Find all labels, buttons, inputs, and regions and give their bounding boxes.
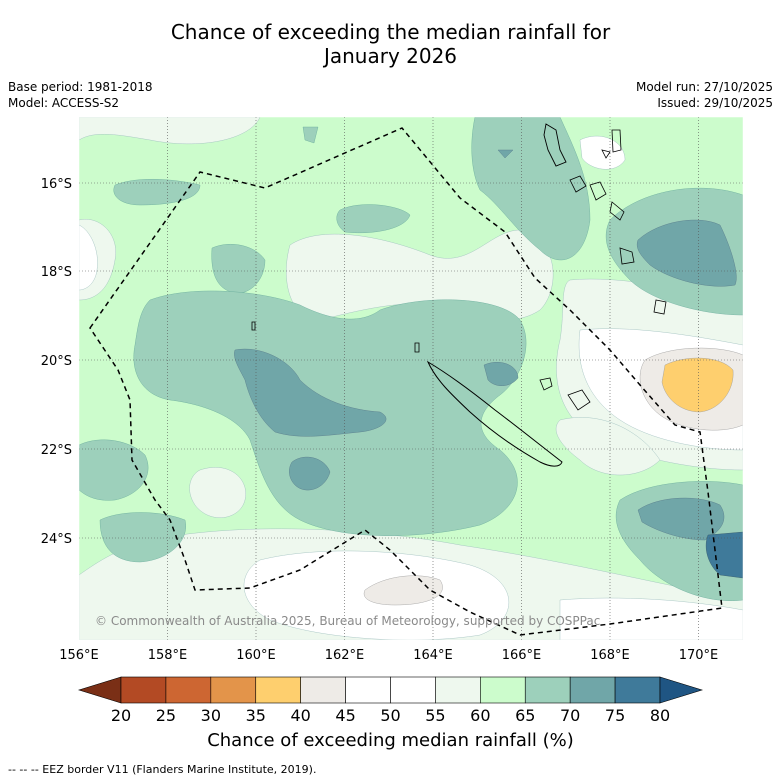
rain-zone-70-75 [234, 348, 387, 437]
rain-zone-70-75 [637, 219, 737, 287]
colorbar: 20 25 30 35 40 45 50 55 60 65 70 75 80 [77, 676, 704, 725]
latitude-labels: 16°S 18°S 20°S 22°S 24°S [41, 177, 72, 547]
colorbar-segment [300, 676, 346, 704]
coastline-vanuatu [569, 175, 587, 193]
colorbar-title: Chance of exceeding median rainfall (%) [207, 730, 574, 751]
rain-zone-65-70 [113, 179, 201, 206]
rain-zone-55-60 [189, 467, 246, 518]
title-line-1: Chance of exceeding the median rainfall … [170, 20, 611, 44]
base-period: Base period: 1981-2018 [8, 80, 153, 94]
lon-label: 156°E [59, 648, 99, 663]
lat-label: 22°S [41, 443, 72, 458]
lat-label: 16°S [41, 177, 72, 192]
rain-zone-70-75 [289, 456, 331, 491]
colorbar-segment [614, 676, 661, 704]
rain-zone-55-60 [555, 417, 661, 476]
lon-label: 160°E [236, 648, 276, 663]
colorbar-segment [480, 676, 526, 704]
colorbar-tick-label: 70 [560, 706, 580, 725]
coastline-vanuatu [611, 129, 622, 153]
colorbar-tick-label: 45 [335, 706, 355, 725]
colorbar-extend-high [659, 676, 704, 704]
colorbar-segment [165, 676, 212, 704]
graticule [79, 117, 743, 640]
coastline-new-caledonia [426, 360, 563, 467]
lon-label: 162°E [325, 648, 365, 663]
colorbar-tick-label: 35 [246, 706, 266, 725]
colorbar-segment [524, 676, 571, 704]
lon-label: 168°E [590, 648, 630, 663]
colorbar-tick-label: 75 [605, 706, 625, 725]
colorbar-extend-low [77, 676, 122, 704]
lon-label: 170°E [679, 648, 719, 663]
colorbar-tick-label: 30 [201, 706, 221, 725]
rain-zone-65-70 [79, 439, 149, 501]
colorbar-segment [569, 676, 616, 704]
coastline-vanuatu [601, 149, 611, 159]
rain-zone-40-45 [363, 575, 443, 606]
rain-zone-70-75 [637, 497, 725, 541]
model-name: Model: ACCESS-S2 [8, 96, 120, 110]
lon-label: 158°E [148, 648, 188, 663]
coastline-loyalty-islands [539, 377, 553, 391]
rain-zone-70-75 [483, 362, 519, 386]
colorbar-segment [390, 676, 436, 704]
colorbar-tick-label: 55 [425, 706, 445, 725]
colorbar-tick-label: 20 [111, 706, 131, 725]
colorbar-tick-label: 65 [515, 706, 535, 725]
colorbar-tick-label: 25 [156, 706, 176, 725]
copyright-notice: © Commonwealth of Australia 2025, Bureau… [95, 614, 601, 628]
eez-border [89, 127, 723, 636]
coastline-loyalty-islands [567, 389, 591, 411]
rain-zone-70-75 [497, 149, 514, 159]
colorbar-segment [210, 676, 257, 704]
map-area [79, 117, 743, 640]
colorbar-segment [120, 676, 167, 704]
meta-left: Base period: 1981-2018 Model: ACCESS-S2 [8, 79, 153, 111]
coastline-island [414, 342, 420, 353]
rain-zone-45-55 [79, 224, 98, 291]
lat-label: 18°S [41, 265, 72, 280]
lon-label: 164°E [413, 648, 453, 663]
colorbar-segment [345, 676, 391, 704]
rain-zone-45-55 [579, 135, 626, 170]
rain-zone-65-70 [99, 512, 186, 563]
coastline-vanuatu [543, 123, 567, 167]
colorbar-segment [255, 676, 301, 704]
map-title: Chance of exceeding the median rainfall … [0, 20, 781, 68]
colorbar-segment [435, 676, 481, 704]
rain-zone-35-40 [661, 357, 734, 413]
coastline-vanuatu [609, 201, 625, 221]
rain-zone-65-70 [211, 244, 266, 294]
meta-right: Model run: 27/10/2025 Issued: 29/10/2025 [636, 79, 773, 111]
issued-date: Issued: 29/10/2025 [657, 96, 773, 110]
lat-label: 20°S [41, 354, 72, 369]
map-frame [78, 116, 744, 641]
rain-zone-65-70 [336, 204, 411, 233]
rain-zone-55-60 [79, 117, 261, 145]
title-line-2: January 2026 [323, 44, 458, 68]
coastline-island [653, 299, 667, 315]
colorbar-tick-label: 60 [470, 706, 490, 725]
lon-label: 166°E [502, 648, 542, 663]
colorbar-tick-label: 40 [290, 706, 310, 725]
coastline-reef [251, 321, 256, 331]
coastline-vanuatu [589, 181, 607, 201]
lat-label: 24°S [41, 532, 72, 547]
eez-footnote: -- -- -- EEZ border V11 (Flanders Marine… [8, 763, 317, 776]
rain-zone-75-80 [705, 531, 743, 579]
rain-zone-65-70 [302, 126, 319, 144]
colorbar-tick-label: 80 [650, 706, 670, 725]
model-run: Model run: 27/10/2025 [635, 80, 773, 94]
colorbar-tick-label: 50 [380, 706, 400, 725]
longitude-labels: 156°E 158°E 160°E 162°E 164°E 166°E 168°… [59, 648, 718, 663]
coastline-vanuatu [619, 247, 635, 265]
